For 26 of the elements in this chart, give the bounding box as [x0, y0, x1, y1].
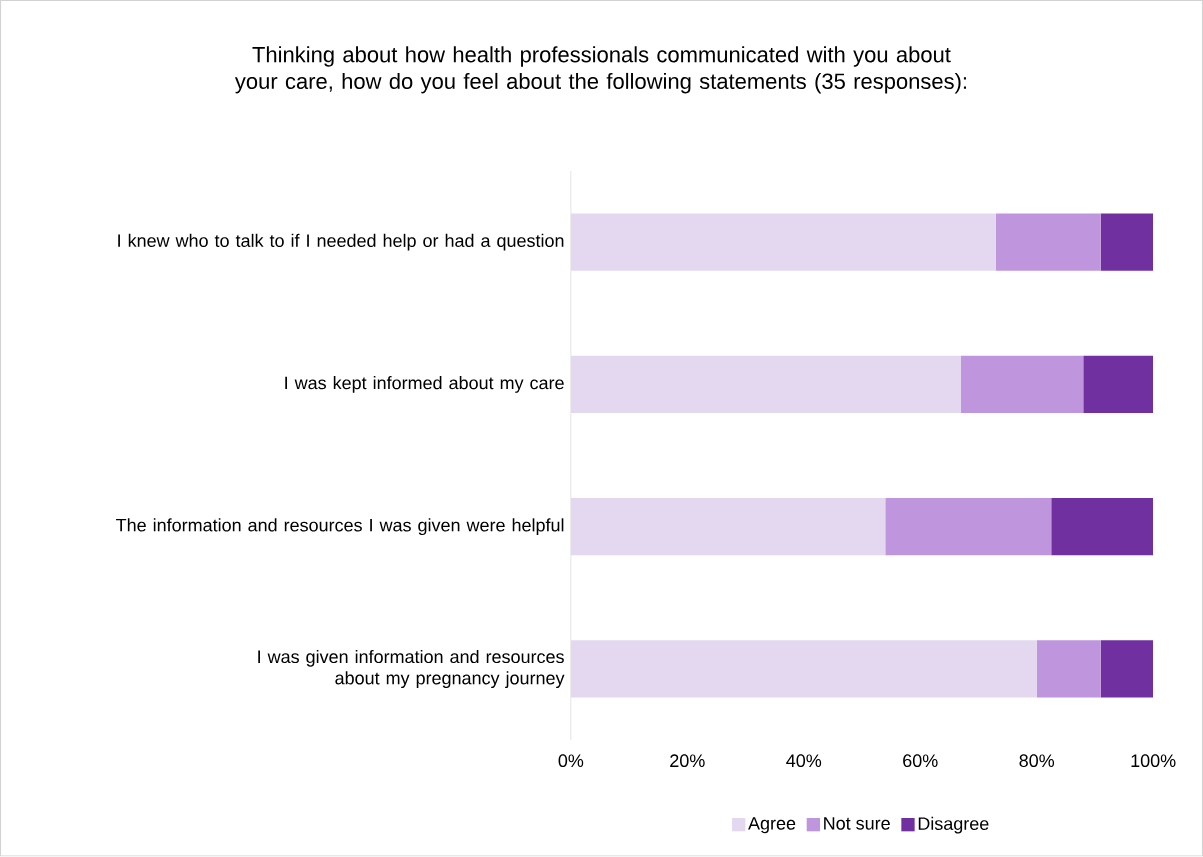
y-tick-label: I was kept informed about my care	[285, 376, 564, 394]
y-tick-label: I knew who to talk to if I needed help or had a question	[118, 234, 564, 251]
bar	[1083, 356, 1154, 414]
x-tick-label: 60%	[903, 754, 938, 768]
y-tick-label: I was given information and resources about my pregnancy journey	[258, 650, 565, 689]
legend-label: Not sure	[824, 817, 890, 830]
bar	[570, 213, 996, 272]
bar	[1100, 213, 1154, 272]
bar	[570, 356, 961, 414]
legend-label: Agree	[748, 817, 796, 834]
x-tick-label: 80%	[1019, 754, 1055, 768]
bar	[885, 498, 1052, 556]
bar	[570, 498, 886, 556]
bar	[995, 213, 1101, 272]
bar	[1051, 498, 1154, 556]
x-tick-label: 0%	[558, 754, 584, 768]
legend-label: Disagree	[918, 817, 989, 834]
x-tick-label: 40%	[786, 754, 822, 768]
bar	[1036, 640, 1101, 698]
x-tick-label: 100%	[1131, 754, 1176, 768]
bar	[961, 356, 1084, 414]
y-tick-label: The information and resources I was given were helpful	[116, 518, 564, 536]
bar	[1100, 640, 1154, 698]
chart-title: Thinking about how health professionals communicated with you about your care, how do you feel about the following statements (35 responses):	[234, 46, 967, 94]
bar	[570, 640, 1037, 698]
x-tick-label: 20%	[670, 754, 705, 768]
